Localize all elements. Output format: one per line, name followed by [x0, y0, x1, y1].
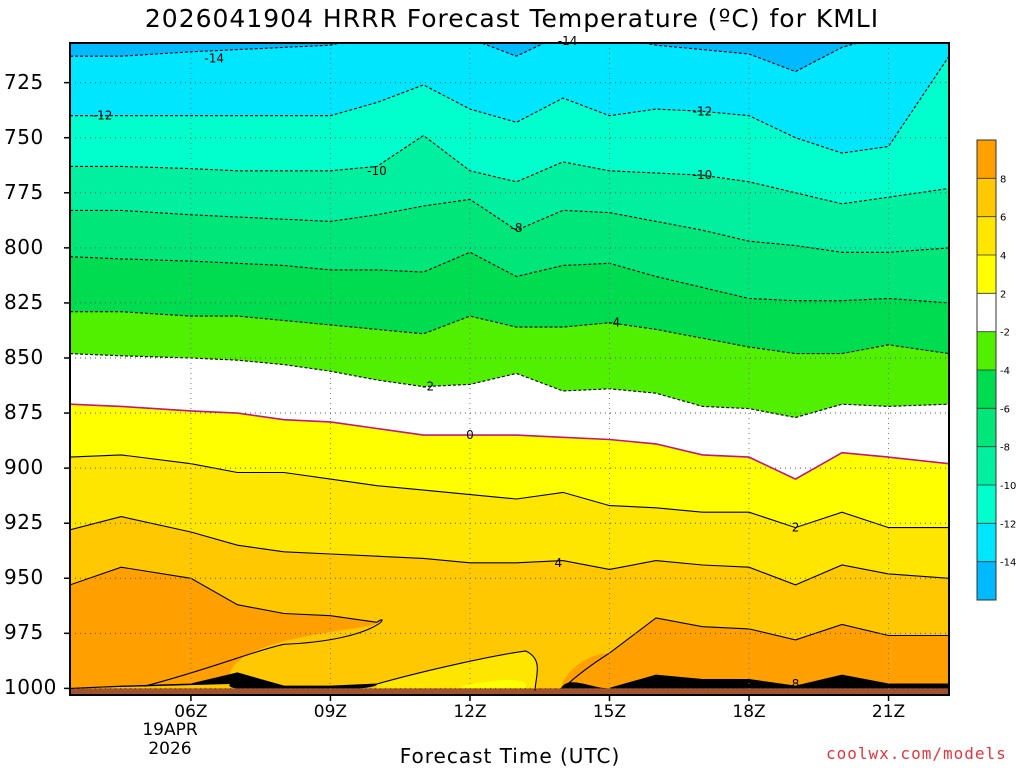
y-tick-label: 950 — [4, 565, 44, 590]
isotherm-4 — [70, 516, 949, 586]
colorbar-swatch — [977, 370, 996, 409]
chart-title: 2026041904 HRRR Forecast Temperature (ºC… — [144, 4, 880, 33]
colorbar: 8 6 4 2 -2 -4 -6 -8 -10 -12 -14 — [976, 139, 1016, 601]
isotherm-6-right — [562, 652, 610, 689]
grid-lines — [70, 43, 949, 695]
x-tick-label: 15Z — [592, 702, 627, 722]
isotherm-label: 0 — [466, 428, 474, 442]
colorbar-swatch — [977, 446, 996, 485]
site-credit[interactable]: coolwx.com/models — [826, 744, 1007, 763]
colorbar-label: -12 — [1000, 519, 1016, 530]
isotherm-label: -14 — [558, 34, 578, 48]
y-tick-label: 725 — [4, 69, 44, 94]
x-tick-label: 21Z — [871, 702, 906, 722]
isotherm-6-lobe — [144, 619, 383, 687]
y-tick-label: 825 — [4, 289, 44, 314]
isotherm-0 — [70, 403, 949, 481]
isotherm-8 — [609, 674, 949, 689]
colorbar-swatch — [977, 561, 996, 600]
colorbar-swatch — [977, 178, 996, 217]
y-tick-label: 925 — [4, 510, 44, 535]
colorbar-swatch — [977, 485, 996, 524]
isotherm-label: -12 — [93, 109, 113, 123]
y-tick-label: 900 — [4, 455, 44, 480]
x-tick-label: 18Z — [732, 702, 766, 722]
isotherm-label: -10 — [367, 164, 387, 178]
isotherm-labels: -14 -14 -12 -12 -10 -10 -8 -4 -2 0 2 4 8 — [93, 34, 800, 691]
temperature-bands — [70, 43, 949, 695]
isotherm-label: 2 — [792, 521, 800, 535]
colorbar-swatch — [977, 523, 996, 562]
isotherm-8 — [70, 672, 378, 689]
y-tick-label: 800 — [4, 234, 44, 259]
chart-axes — [64, 42, 950, 701]
isotherm-label: -14 — [204, 51, 224, 65]
y-tick-label: 875 — [4, 400, 44, 425]
colorbar-label: 6 — [1000, 213, 1006, 224]
isotherm-6-pocket — [376, 650, 538, 691]
colorbar-label: 2 — [1000, 289, 1006, 300]
isotherm-label: -8 — [510, 221, 522, 235]
colorbar-swatch — [977, 408, 996, 447]
colorbar-label: -4 — [1000, 366, 1010, 377]
date-label-year: 2026 — [148, 739, 192, 759]
colorbar-label: 8 — [1000, 174, 1006, 185]
isotherm-label: -12 — [693, 104, 713, 118]
isotherm--12 — [70, 55, 949, 154]
colorbar-label: -14 — [1000, 558, 1016, 569]
isotherm--8 — [70, 198, 949, 253]
plot-frame — [69, 42, 950, 696]
y-tick-label: 750 — [4, 124, 44, 149]
band-8_10-part — [70, 567, 378, 695]
colorbar-label: -10 — [1000, 481, 1016, 492]
isotherm-label: -4 — [608, 316, 620, 330]
isotherm-label: 8 — [792, 677, 800, 691]
isotherm--14 — [70, 43, 860, 73]
isotherm--2 — [70, 353, 949, 419]
colorbar-swatch — [977, 140, 996, 179]
date-label-day: 19APR — [142, 720, 198, 740]
colorbar-swatch — [977, 293, 996, 332]
colorbar-swatch — [977, 255, 996, 294]
isotherm-label: -10 — [693, 168, 713, 182]
y-tick-label: 975 — [4, 620, 44, 645]
isotherm--6 — [70, 251, 949, 304]
y-tick-label: 1000 — [4, 675, 57, 700]
colorbar-swatch — [977, 331, 996, 370]
colorbar-label: -6 — [1000, 404, 1010, 415]
isotherm-6 — [70, 566, 378, 623]
x-axis-label: Forecast Time (UTC) — [399, 744, 621, 768]
colorbar-label: -2 — [1000, 328, 1010, 339]
y-tick-label: 775 — [4, 179, 44, 204]
isotherm-2 — [70, 454, 949, 529]
isotherm-label: -2 — [422, 380, 434, 394]
x-tick-label: 09Z — [313, 702, 348, 722]
colorbar-label: -8 — [1000, 443, 1010, 454]
x-tick-label: 12Z — [453, 702, 487, 722]
x-tick-label: 06Z — [174, 702, 208, 722]
colorbar-label: 4 — [1000, 251, 1006, 262]
y-tick-label: 850 — [4, 344, 44, 369]
colorbar-swatch — [977, 216, 996, 255]
ground-strip — [70, 688, 949, 695]
isotherm-label: 4 — [555, 556, 563, 570]
isotherm--4 — [70, 311, 949, 355]
